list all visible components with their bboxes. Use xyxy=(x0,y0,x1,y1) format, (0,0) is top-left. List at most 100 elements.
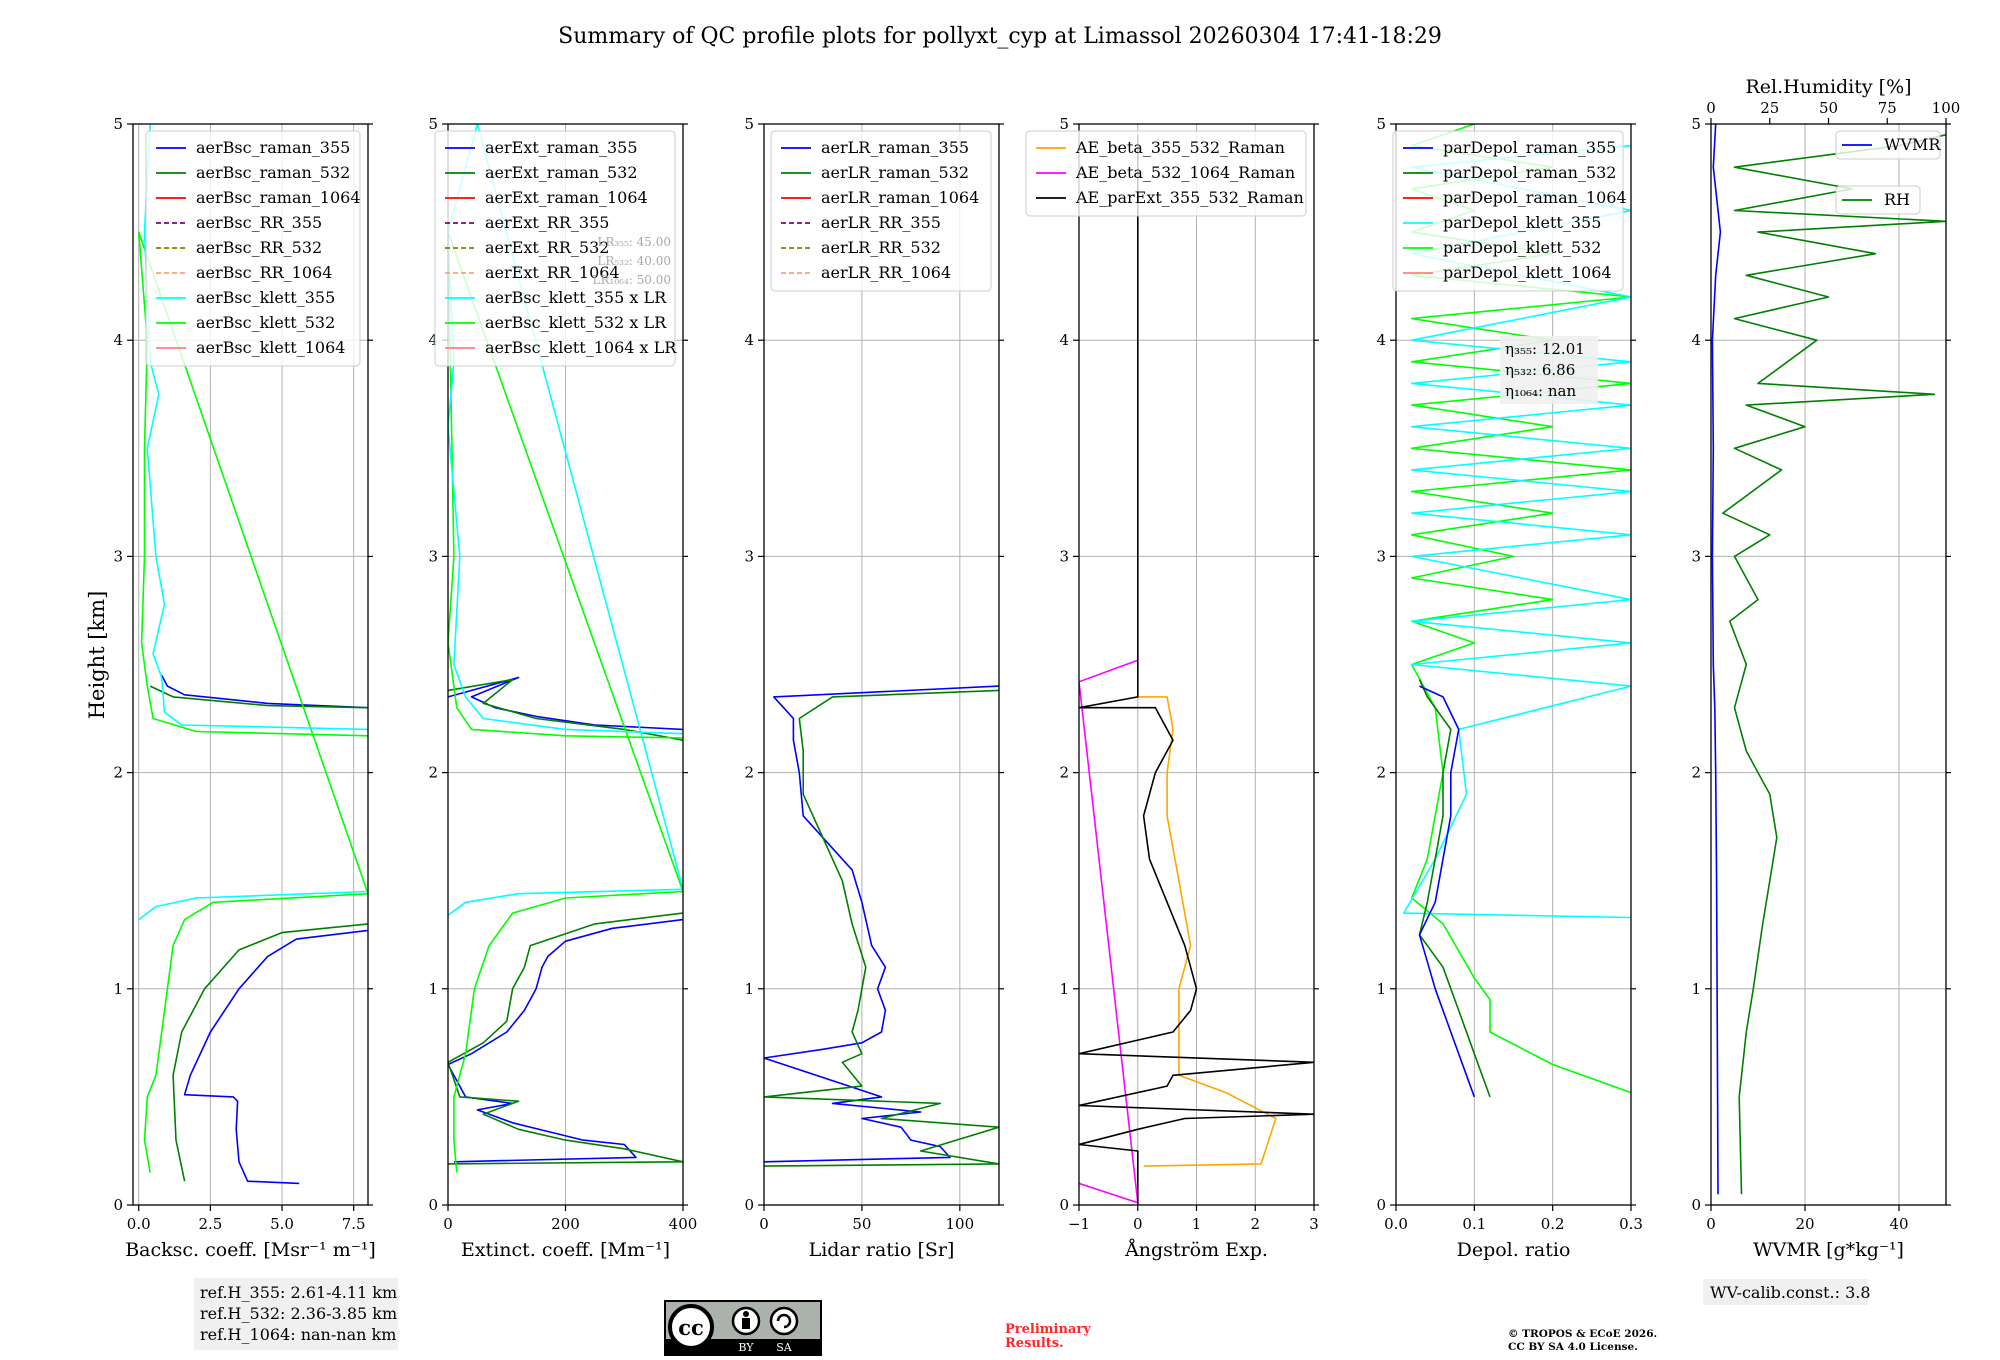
preliminary-line-1: Preliminary xyxy=(1005,1322,1091,1337)
axes-frame xyxy=(1395,123,1632,1206)
legend-label-3: aerExt_RR_355 xyxy=(485,213,609,232)
y-tick-label-5: 5 xyxy=(1691,115,1701,133)
y-tick-label-0: 0 xyxy=(744,1196,754,1214)
legend-label-3: aerLR_RR_355 xyxy=(821,213,941,232)
series-group-ae xyxy=(1079,134,1314,1205)
legend-box xyxy=(1392,130,1624,292)
y-tick-label-3: 3 xyxy=(1376,547,1386,565)
series-ae-1 xyxy=(1079,659,1139,1204)
legend-label-4: aerLR_RR_532 xyxy=(821,238,941,257)
y-tick-label-2: 2 xyxy=(1691,764,1701,782)
badge-by-label: BY xyxy=(738,1341,754,1354)
y-tick-label-1: 1 xyxy=(1059,980,1069,998)
panel-wv: 0 20 40 0 1 2 3 4 5 WVMR [g*kg⁻¹] 0 25 50 75 100 Rel.Hu… xyxy=(1691,76,1960,1261)
x-tick-label-1: 0 xyxy=(1133,1215,1143,1233)
legend-label-3: aerBsc_RR_355 xyxy=(196,213,322,232)
y-tick-label-4: 4 xyxy=(1691,331,1701,349)
legend-label-6: aerBsc_klett_355 x LR xyxy=(485,288,667,307)
eta-text-1: η₅₃₂: 6.86 xyxy=(1505,361,1575,379)
x-tick-label-1: 50 xyxy=(852,1215,871,1233)
y-tick-label-0: 0 xyxy=(1059,1196,1069,1214)
y-tick-label-2: 2 xyxy=(1376,764,1386,782)
series-depol-3 xyxy=(1418,685,1476,1098)
panel-bsc: 0.0 2.5 5.0 7.5 0 1 2 3 4 5 Backsc. coeff. [Msr⁻¹ … xyxy=(113,115,375,1261)
panels: 0.0 2.5 5.0 7.5 0 1 2 3 4 5 Backsc. coeff. [Msr⁻¹ … xyxy=(113,76,1960,1261)
legend-label-0: parDepol_raman_355 xyxy=(1443,138,1616,157)
series-depol-1 xyxy=(1403,144,1631,919)
x-tick-label-4: 3 xyxy=(1309,1215,1319,1233)
series-lr-0 xyxy=(764,685,999,1163)
legend-label-1: AE_beta_532_1064_Raman xyxy=(1075,163,1295,182)
y-tick-label-3: 3 xyxy=(113,547,123,565)
legend-box xyxy=(770,130,992,292)
y-tick-label-1: 1 xyxy=(113,980,123,998)
x-tick-label-0: −1 xyxy=(1068,1215,1090,1233)
x-tick-label-2: 5.0 xyxy=(270,1215,294,1233)
series-wv-1 xyxy=(1722,134,1946,1195)
y-tick-label-4: 4 xyxy=(1376,331,1386,349)
series-bsc-3 xyxy=(149,685,368,709)
x-tick-label-0: 0 xyxy=(1706,1215,1716,1233)
series-group-depol xyxy=(1403,124,1631,1098)
eta-text-2: η₁₀₆₄: nan xyxy=(1505,382,1576,400)
legend-label-7: aerBsc_klett_532 x LR xyxy=(485,313,667,332)
y-tick-label-3: 3 xyxy=(1691,547,1701,565)
y-tick-label-3: 3 xyxy=(428,547,438,565)
x-tick-label-0: 0.0 xyxy=(127,1215,151,1233)
series-bsc-5 xyxy=(138,890,368,921)
x-tick-label-1: 0.1 xyxy=(1462,1215,1486,1233)
legend-box xyxy=(434,130,676,367)
y-tick-label-2: 2 xyxy=(1059,764,1069,782)
y-tick-label-3: 3 xyxy=(1059,547,1069,565)
legend-label-5: aerBsc_RR_1064 xyxy=(196,263,332,282)
copyright-line-1: © TROPOS & ECoE 2026. xyxy=(1508,1328,1657,1340)
lr-note-1: LR₅₃₂: 40.00 xyxy=(597,254,671,268)
x-tick-label-3: 0.3 xyxy=(1619,1215,1643,1233)
x-tick-label-2: 100 xyxy=(946,1215,975,1233)
y-tick-label-2: 2 xyxy=(113,764,123,782)
series-group-ext xyxy=(448,124,683,1173)
axes-frame xyxy=(763,123,1000,1206)
cc-icon xyxy=(668,1304,714,1350)
y-tick-label-3: 3 xyxy=(744,547,754,565)
wv-calib-text: WV-calib.const.: 3.8 xyxy=(1710,1283,1871,1302)
copyright-line-2: CC BY SA 4.0 License. xyxy=(1508,1341,1638,1353)
panel-ext: 0 200 400 0 1 2 3 4 5 Extinct. coeff. [Mm⁻¹] aerEx… xyxy=(428,115,697,1261)
x-tick-label-0: 0 xyxy=(759,1215,769,1233)
eta-text-0: η₃₅₅: 12.01 xyxy=(1505,340,1585,358)
y-tick-label-4: 4 xyxy=(113,331,123,349)
y-tick-label-4: 4 xyxy=(744,331,754,349)
series-group-bsc xyxy=(137,124,368,1185)
y-tick-label-1: 1 xyxy=(428,980,438,998)
ref-height-355: ref.H_355: 2.61-4.11 km xyxy=(200,1283,397,1302)
x-tick-label-2: 1 xyxy=(1192,1215,1202,1233)
series-group-lr xyxy=(764,685,999,1167)
legend-label-4: aerExt_RR_532 xyxy=(485,238,609,257)
x-tick-label-3: 7.5 xyxy=(342,1215,366,1233)
x-tick-label-0: 0.0 xyxy=(1384,1215,1408,1233)
y-tick-label-1: 1 xyxy=(1376,980,1386,998)
wv-calib-box: WV-calib.const.: 3.8 xyxy=(1703,1279,1871,1305)
wv-calib-background xyxy=(1703,1279,1868,1305)
x-axis-label: Backsc. coeff. [Msr⁻¹ m⁻¹] xyxy=(125,1239,376,1261)
legend-label-0: aerBsc_raman_355 xyxy=(196,138,350,157)
series-ae-0 xyxy=(1137,696,1277,1167)
by-person-head xyxy=(743,1311,749,1317)
y-tick-label-1: 1 xyxy=(744,980,754,998)
x-axis-label: Depol. ratio xyxy=(1457,1239,1571,1261)
y-tick-label-0: 0 xyxy=(1376,1196,1386,1214)
series-lr-1 xyxy=(764,689,999,1167)
legend-wvmr-box xyxy=(1835,130,1941,160)
legend-box xyxy=(145,130,361,367)
x-tick-label-0: 0 xyxy=(443,1215,453,1233)
legend-label-2: AE_parExt_355_532_Raman xyxy=(1075,188,1304,207)
x-tick-label-1: 200 xyxy=(551,1215,580,1233)
x-axis-label: Lidar ratio [Sr] xyxy=(809,1239,955,1261)
preliminary-line-2: Results. xyxy=(1005,1336,1064,1351)
top-tick-label-3: 75 xyxy=(1878,99,1897,117)
top-tick-label-4: 100 xyxy=(1932,99,1961,117)
y-tick-label-5: 5 xyxy=(744,115,754,133)
x-axis-label: Extinct. coeff. [Mm⁻¹] xyxy=(461,1239,670,1261)
